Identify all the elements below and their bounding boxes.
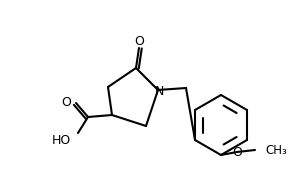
Text: O: O: [61, 95, 71, 108]
Text: CH₃: CH₃: [265, 144, 287, 156]
Text: HO: HO: [52, 134, 71, 147]
Text: O: O: [134, 34, 144, 47]
Text: N: N: [154, 84, 164, 97]
Text: O: O: [232, 145, 242, 158]
